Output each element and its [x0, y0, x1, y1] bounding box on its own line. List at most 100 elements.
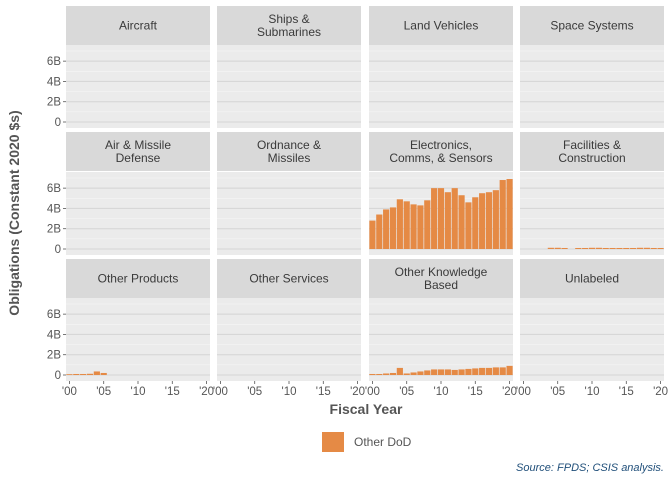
facet-label: Aircraft [119, 19, 158, 33]
x-tick-label: '20 [653, 386, 668, 398]
x-tick-label: '00 [516, 386, 531, 398]
facet-label: Space Systems [550, 19, 633, 33]
y-tick-label: 0 [55, 117, 61, 129]
panel-background [217, 298, 361, 381]
bar [582, 247, 589, 249]
facet-strip [369, 6, 513, 45]
facet-panel: Electronics,Comms, & Sensors [369, 132, 513, 255]
legend-swatch [322, 432, 344, 452]
facet-label: Other Products [98, 272, 179, 286]
bar [650, 247, 657, 249]
facet-label: Construction [558, 151, 625, 165]
panel-background [217, 45, 361, 128]
bar [588, 247, 596, 249]
facet-strip [217, 132, 361, 171]
facet-panel: Other Products 0 2B 4B 6B '00 '05 '10 '15 '20 [47, 259, 214, 398]
bar [479, 193, 486, 249]
y-tick-label: 4B [47, 203, 61, 215]
bar [636, 247, 644, 249]
bar [485, 367, 493, 375]
facet-label: Ships & [268, 12, 309, 26]
bar [623, 247, 630, 249]
x-axis-title: Fiscal Year [330, 401, 403, 417]
facet-panel: Other Services '00 '05 '10 '15 '20 [213, 259, 365, 398]
facet-strip [66, 259, 210, 298]
bar [479, 367, 486, 375]
panel-background [66, 45, 210, 128]
panel-background [217, 172, 361, 255]
x-tick-label: '00 [365, 386, 380, 398]
facet-label: Defense [116, 151, 161, 165]
bar [437, 369, 445, 375]
panel-background [369, 298, 513, 381]
facet-strip [66, 132, 210, 171]
facet-label: Missiles [268, 151, 311, 165]
facet-panel: Aircraft 0 2B 4B 6B [47, 6, 210, 129]
bar [451, 369, 458, 375]
bar [437, 188, 445, 249]
bar [499, 367, 506, 375]
bar [383, 373, 390, 375]
facet-strip [520, 132, 664, 171]
bar [86, 373, 94, 375]
y-tick-label: 2B [47, 224, 61, 236]
bar [575, 247, 582, 249]
bar [376, 214, 383, 249]
bar [451, 188, 458, 249]
bar [609, 247, 616, 249]
facet-label: Air & Missile [105, 138, 171, 152]
y-tick-label: 0 [55, 244, 61, 256]
facet-strip [66, 6, 210, 45]
bar [506, 179, 513, 249]
bar [403, 201, 410, 249]
bar [616, 247, 623, 249]
panel-background [520, 45, 664, 128]
x-tick-label: '00 [62, 386, 77, 398]
bar [403, 373, 410, 375]
bar [66, 374, 73, 375]
bar [547, 247, 554, 249]
x-tick-label: '10 [585, 386, 600, 398]
x-tick-label: '00 [213, 386, 228, 398]
legend: Other DoD [322, 432, 412, 452]
x-tick-label: '15 [165, 386, 180, 398]
facet-strip [217, 6, 361, 45]
facet-label: Electronics, [410, 138, 472, 152]
facet-panel: Ships &Submarines [217, 6, 361, 128]
panel-background [66, 172, 210, 255]
bar [417, 205, 424, 249]
facet-strip [369, 132, 513, 171]
x-tick-label: '20 [350, 386, 365, 398]
facet-panel: Ordnance &Missiles [217, 132, 361, 255]
y-axis-title: Obligations (Constant 2020 $s) [6, 110, 22, 315]
bar [444, 369, 451, 375]
bar [458, 195, 465, 249]
bar [93, 371, 100, 375]
bar [472, 368, 479, 375]
x-tick-label: '10 [131, 386, 146, 398]
bar [492, 367, 499, 375]
y-tick-label: 0 [55, 370, 61, 382]
bar [554, 247, 561, 249]
bar [389, 207, 397, 249]
bar [369, 373, 376, 375]
bar [383, 209, 390, 249]
x-tick-label: '20 [199, 386, 214, 398]
x-tick-label: '05 [247, 386, 262, 398]
facet-label: Based [424, 278, 458, 292]
facet-strip [520, 6, 664, 45]
y-tick-label: 2B [47, 97, 61, 109]
panel-background [369, 45, 513, 128]
y-tick-label: 4B [47, 76, 61, 88]
legend-label: Other DoD [354, 435, 412, 449]
bar [410, 372, 417, 375]
x-tick-label: '05 [96, 386, 111, 398]
x-tick-label: '20 [502, 386, 517, 398]
bar [396, 199, 403, 249]
x-tick-label: '15 [468, 386, 483, 398]
x-tick-label: '15 [619, 386, 634, 398]
bar [465, 202, 472, 249]
y-tick-label: 6B [47, 183, 61, 195]
